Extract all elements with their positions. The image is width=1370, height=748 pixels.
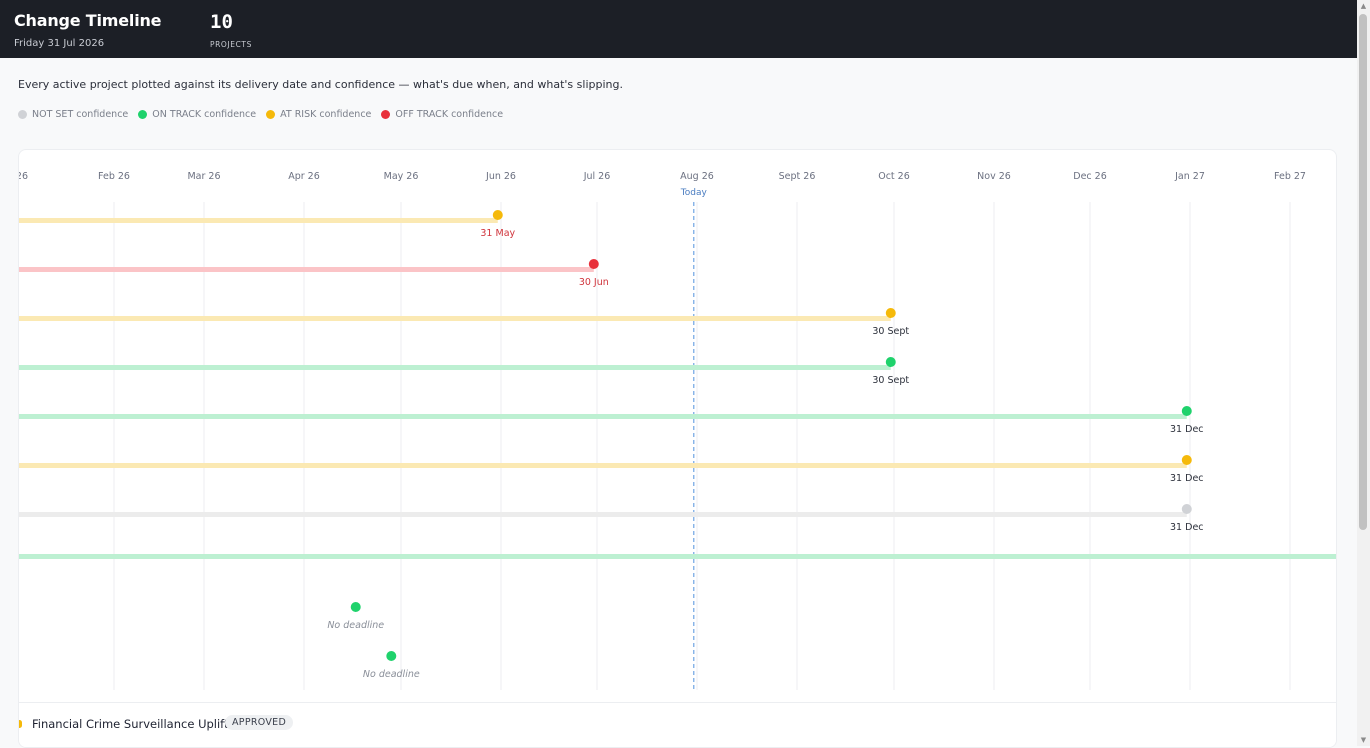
- legend-off-track-dot: [381, 110, 391, 119]
- project-row[interactable]: Financial Crime Surveillance Uplift APPR…: [19, 702, 1336, 747]
- confidence-legend: NOT SET confidence ON TRACK confidence A…: [18, 109, 503, 120]
- legend-off-track-label: OFF TRACK confidence: [395, 109, 504, 120]
- x-tick-label: Jan 27: [1174, 171, 1205, 182]
- x-tick-label: Aug 26: [680, 171, 714, 182]
- deadline-label: 30 Jun: [579, 277, 609, 288]
- status-badge: APPROVED: [225, 715, 294, 730]
- project-bar: [19, 316, 891, 321]
- legend-on-track-dot: [138, 110, 148, 119]
- deadline-dot: [1181, 455, 1192, 465]
- scroll-up-arrow-icon[interactable]: ▲: [1360, 2, 1367, 10]
- deadline-dot: [1181, 406, 1192, 416]
- x-tick-label: Sept 26: [779, 171, 816, 182]
- deadline-dot: [885, 357, 896, 367]
- confidence-marker: [19, 720, 22, 728]
- projects-count-label: PROJECTS: [210, 40, 252, 49]
- x-tick-label: 26: [19, 171, 28, 182]
- header-bar: Change Timeline Friday 31 Jul 2026 10 PR…: [0, 0, 1357, 58]
- x-tick-label: Feb 27: [1274, 171, 1306, 182]
- x-tick-label: Mar 26: [187, 171, 220, 182]
- deadline-label: 30 Sept: [872, 326, 909, 337]
- x-tick-label: Jul 26: [583, 171, 611, 182]
- x-tick-label: Oct 26: [878, 171, 910, 182]
- project-bar: [19, 365, 891, 370]
- legend-on-track: ON TRACK confidence: [138, 109, 256, 120]
- project-bar: [19, 554, 1336, 559]
- deadline-label: 31 Dec: [1170, 522, 1204, 533]
- legend-at-risk-label: AT RISK confidence: [280, 109, 372, 120]
- project-name[interactable]: Financial Crime Surveillance Uplift: [32, 717, 229, 731]
- legend-not-set-dot: [18, 110, 27, 119]
- current-date: Friday 31 Jul 2026: [14, 38, 105, 49]
- today-label: Today: [680, 188, 708, 198]
- project-bar: [19, 414, 1187, 419]
- deadline-label: 30 Sept: [872, 375, 909, 386]
- no-deadline-label: No deadline: [363, 669, 420, 680]
- x-tick-label: Dec 26: [1073, 171, 1107, 182]
- deadline-label: 31 Dec: [1170, 473, 1204, 484]
- timeline-chart: 26 Feb 26 Mar 26 Apr 26 May 26 Jun 26 Jul 26 Au…: [19, 171, 1336, 690]
- project-bar: [19, 463, 1187, 468]
- timeline-card: 26 Feb 26 Mar 26 Apr 26 May 26 Jun 26 Jul 26 Au…: [18, 149, 1337, 748]
- deadline-dot: [885, 308, 896, 318]
- deadline-dot: [492, 210, 503, 220]
- projects-count: 10: [210, 11, 233, 33]
- x-tick-label: Apr 26: [288, 171, 320, 182]
- page-title: Change Timeline: [14, 11, 162, 30]
- no-deadline-label: No deadline: [327, 620, 384, 631]
- deadline-dot: [588, 259, 599, 269]
- legend-at-risk-dot: [266, 110, 276, 119]
- project-bar: [19, 512, 1187, 517]
- x-tick-label: Jun 26: [485, 171, 516, 182]
- project-bar: [19, 218, 498, 223]
- legend-off-track: OFF TRACK confidence: [381, 109, 503, 120]
- project-bar: [19, 267, 594, 272]
- legend-not-set-label: NOT SET confidence: [32, 109, 129, 120]
- no-deadline-dot: [386, 651, 397, 661]
- deadline-dot: [1181, 504, 1192, 514]
- x-tick-label: May 26: [384, 171, 419, 182]
- legend-on-track-label: ON TRACK confidence: [152, 109, 257, 120]
- page-description: Every active project plotted against its…: [18, 78, 623, 91]
- scrollbar-thumb[interactable]: [1359, 14, 1367, 530]
- legend-not-set: NOT SET confidence: [18, 109, 128, 120]
- deadline-label: 31 May: [480, 228, 515, 239]
- legend-at-risk: AT RISK confidence: [266, 109, 371, 120]
- x-tick-label: Feb 26: [98, 171, 130, 182]
- scroll-down-arrow-icon[interactable]: ▼: [1360, 736, 1367, 744]
- vertical-scrollbar[interactable]: ▲ ▼: [1357, 0, 1370, 746]
- deadline-label: 31 Dec: [1170, 424, 1204, 435]
- no-deadline-dot: [350, 602, 361, 612]
- x-tick-label: Nov 26: [977, 171, 1011, 182]
- main-content: Every active project plotted against its…: [0, 58, 1357, 748]
